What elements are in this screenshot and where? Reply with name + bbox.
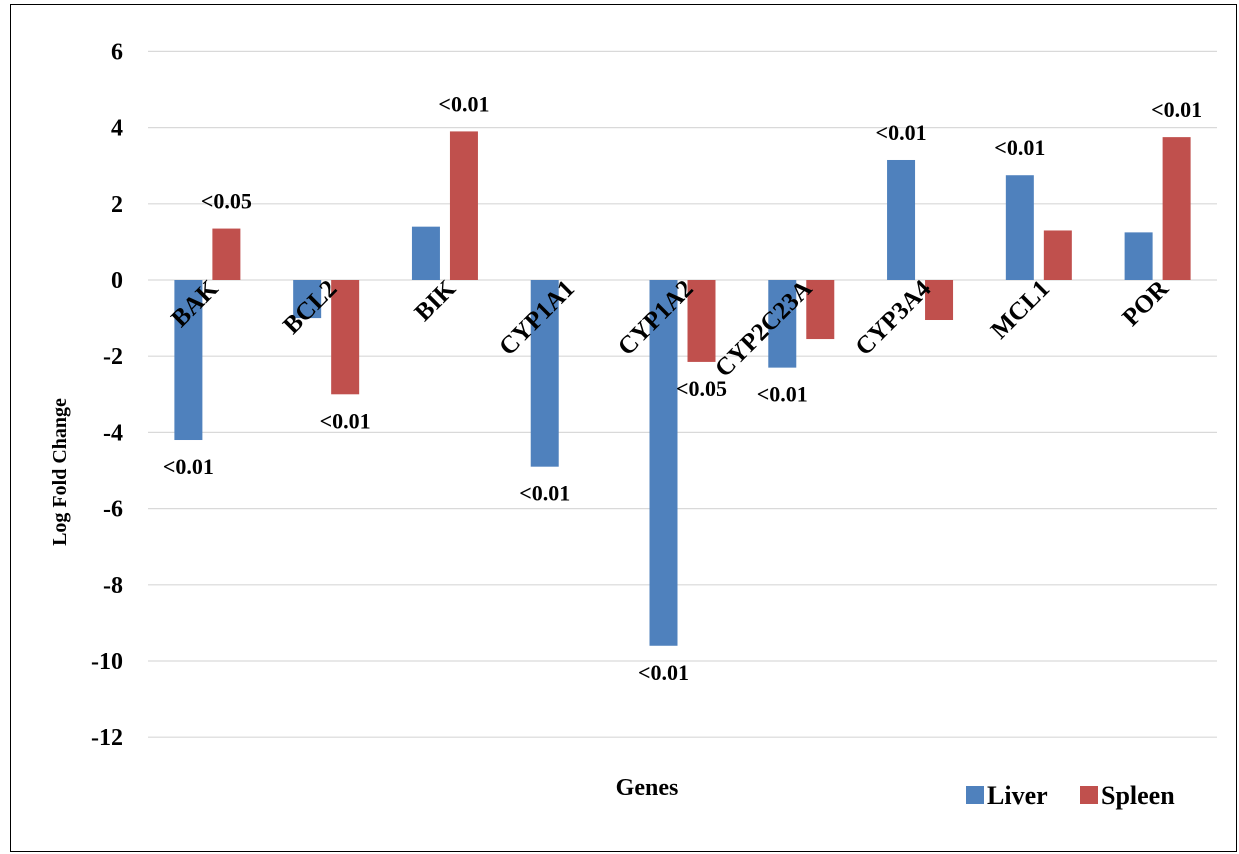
category-label: BIK — [410, 275, 462, 327]
y-axis-title: Log Fold Change — [49, 398, 71, 546]
legend-label-spleen: Spleen — [1101, 781, 1175, 810]
data-label: <0.01 — [1151, 97, 1202, 122]
bars — [174, 131, 1191, 646]
y-tick-label: -6 — [103, 497, 123, 523]
legend-label-liver: Liver — [987, 781, 1048, 810]
bar-liver-cyp3a4 — [887, 159, 916, 280]
category-label: POR — [1117, 274, 1174, 331]
legend-swatch-spleen — [1080, 786, 1098, 804]
data-label: <0.01 — [757, 382, 808, 407]
bar-liver-bik — [411, 226, 440, 280]
bar-spleen-bcl2 — [331, 280, 360, 395]
data-label: <0.01 — [519, 481, 570, 506]
bar-liver-cyp1a1 — [530, 280, 559, 467]
data-label: <0.01 — [163, 454, 214, 479]
gridlines — [148, 50, 1217, 738]
data-label: <0.01 — [320, 408, 371, 433]
data-label: <0.05 — [201, 189, 252, 214]
data-label: <0.05 — [676, 376, 727, 401]
bar-liver-por — [1124, 232, 1153, 280]
data-label: <0.01 — [876, 120, 927, 145]
legend: Liver Spleen — [966, 781, 1175, 810]
y-tick-labels: 6 4 2 0 -2 -4 -6 -8 -10 -12 — [91, 39, 123, 751]
bar-liver-cyp1a2 — [649, 280, 678, 646]
category-label: CYP2C23A — [710, 275, 817, 382]
data-label: <0.01 — [438, 91, 489, 116]
bar-spleen-cyp1a2 — [687, 280, 716, 362]
x-axis-title: Genes — [616, 775, 679, 801]
bar-spleen-mcl1 — [1043, 230, 1072, 280]
category-label: MCL1 — [986, 275, 1055, 344]
y-tick-label: 4 — [111, 116, 123, 142]
legend-swatch-liver — [966, 786, 984, 804]
bar-spleen-cyp3a4 — [925, 280, 954, 321]
bar-liver-cyp2c23a — [768, 280, 797, 368]
data-labels: <0.01 <0.05 <0.01 <0.01 <0.01 <0.01 <0.05 <0.01… — [163, 91, 1202, 684]
bar-liver-bak — [174, 280, 203, 441]
y-tick-label: 0 — [111, 268, 123, 294]
y-tick-label: 6 — [111, 39, 123, 65]
y-tick-label: -2 — [103, 344, 123, 370]
y-tick-label: -10 — [91, 649, 123, 675]
bar-liver-mcl1 — [1005, 175, 1034, 280]
bar-liver-bcl2 — [293, 280, 322, 319]
data-label: <0.01 — [638, 660, 689, 685]
y-tick-label: -4 — [103, 420, 123, 446]
y-tick-label: -8 — [103, 573, 123, 599]
y-tick-label: 2 — [111, 192, 123, 218]
bar-spleen-por — [1162, 137, 1191, 280]
bar-spleen-bik — [449, 131, 478, 280]
category-label: CYP3A4 — [850, 275, 936, 361]
chart-frame — [10, 4, 1237, 852]
data-label: <0.01 — [994, 135, 1045, 160]
y-tick-label: -12 — [91, 725, 123, 751]
bar-spleen-cyp2c23a — [806, 280, 835, 340]
bar-spleen-bak — [212, 228, 241, 280]
